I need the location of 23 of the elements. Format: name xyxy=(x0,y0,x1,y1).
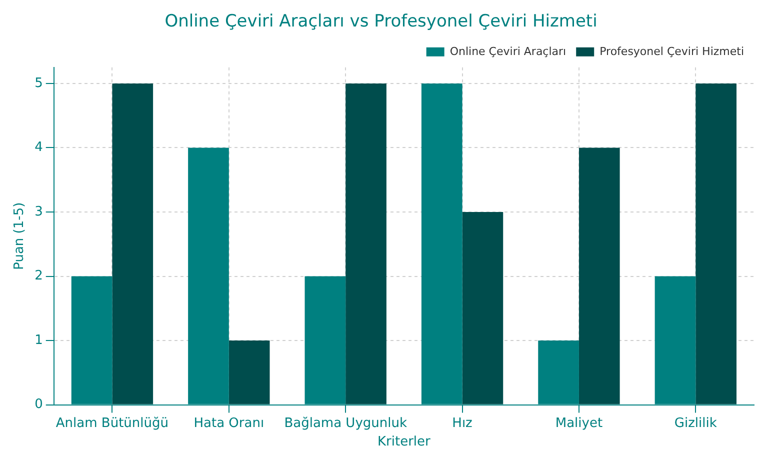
y-tick-label: 4 xyxy=(34,140,43,156)
legend-label: Online Çeviri Araçları xyxy=(450,44,566,58)
bar xyxy=(112,83,154,404)
bar xyxy=(228,340,270,404)
y-axis-title: Puan (1-5) xyxy=(12,202,28,270)
x-tick-label: Bağlama Uygunluk xyxy=(284,416,408,431)
bar xyxy=(696,83,736,404)
x-tick-label: Maliyet xyxy=(555,416,603,431)
x-axis-title: Kriterler xyxy=(377,434,432,450)
y-tick-label: 1 xyxy=(34,332,43,348)
x-tick-label: Gizlilik xyxy=(674,416,718,431)
y-tick-label: 2 xyxy=(34,268,43,284)
bar xyxy=(578,148,620,404)
y-tick-label: 5 xyxy=(34,76,43,91)
y-tick-label: 3 xyxy=(34,204,43,220)
x-tick-label: Anlam Bütünlüğü xyxy=(56,416,169,431)
x-tick-label: Hata Oranı xyxy=(194,416,264,431)
legend-label: Profesyonel Çeviri Hizmeti xyxy=(600,44,744,58)
bar xyxy=(346,83,386,404)
y-tick-label: 0 xyxy=(34,397,43,412)
x-tick-label: Hız xyxy=(452,416,473,431)
bar xyxy=(462,212,504,404)
chart-title: Online Çeviri Araçları vs Profesyonel Çeviri Hizmeti xyxy=(164,12,598,32)
